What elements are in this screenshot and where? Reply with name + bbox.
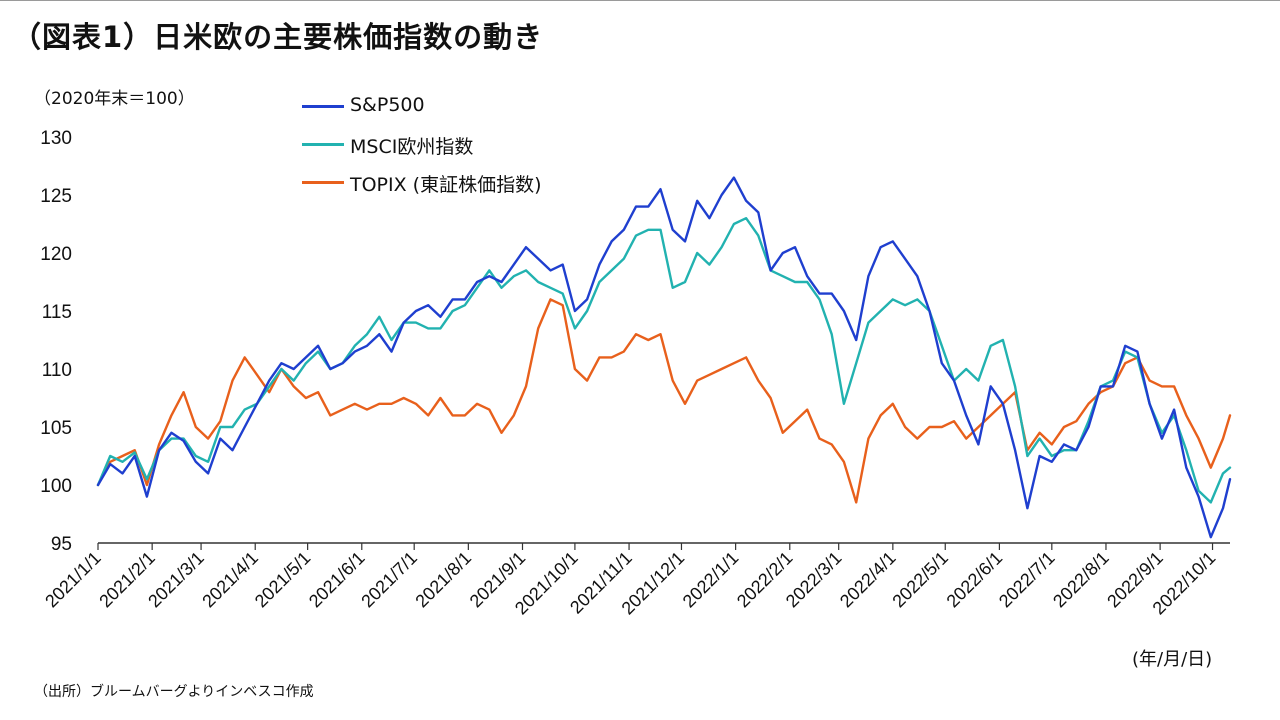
- series-line-0: [96, 176, 1232, 539]
- x-tick-label: 2021/1/1: [41, 548, 105, 612]
- x-tick-label: 2021/4/1: [198, 548, 262, 612]
- x-tick-label: 2021/5/1: [251, 548, 315, 612]
- x-tick-label: 2021/7/1: [357, 548, 421, 612]
- y-tick-label: 110: [42, 360, 72, 381]
- y-tick-label: 105: [40, 418, 72, 439]
- x-tick-label: 2022/5/1: [888, 548, 952, 612]
- source-note: （出所）ブルームバーグよりインベスコ作成: [34, 684, 314, 700]
- legend-label-topix: TOPIX (東証株価指数): [350, 174, 542, 196]
- x-tick-label: 2021/6/1: [305, 548, 369, 612]
- x-tick-label: 2022/4/1: [836, 548, 900, 612]
- x-tick-label: 2021/8/1: [411, 548, 475, 612]
- series-line-1: [96, 216, 1232, 504]
- x-tick-label: 2022/8/1: [1049, 548, 1113, 612]
- x-axis-unit: (年/月/日): [1132, 649, 1213, 670]
- y-tick-label: 115: [42, 302, 72, 323]
- y-tick-label: 120: [40, 244, 72, 265]
- y-tick-label: 100: [40, 476, 72, 497]
- chart-title: （図表1）日米欧の主要株価指数の動き: [12, 20, 544, 54]
- x-tick-label: 2022/1/1: [679, 548, 743, 612]
- y-axis-note: （2020年末＝100）: [34, 89, 195, 109]
- series-line-2: [96, 298, 1232, 504]
- y-tick-label: 125: [40, 186, 72, 207]
- x-tick-label: 2022/6/1: [943, 548, 1007, 612]
- top-rule: [0, 0, 1280, 1]
- legend-label-sp500: S&P500: [350, 94, 425, 116]
- y-tick-label: 95: [51, 534, 72, 555]
- x-tick-label: 2022/7/1: [995, 548, 1059, 612]
- legend-swatch-msci-europe: [302, 143, 344, 146]
- legend-swatch-sp500: [302, 105, 344, 108]
- legend-label-msci-europe: MSCI欧州指数: [350, 136, 474, 158]
- y-tick-label: 130: [40, 128, 72, 149]
- legend-swatch-topix: [302, 181, 344, 184]
